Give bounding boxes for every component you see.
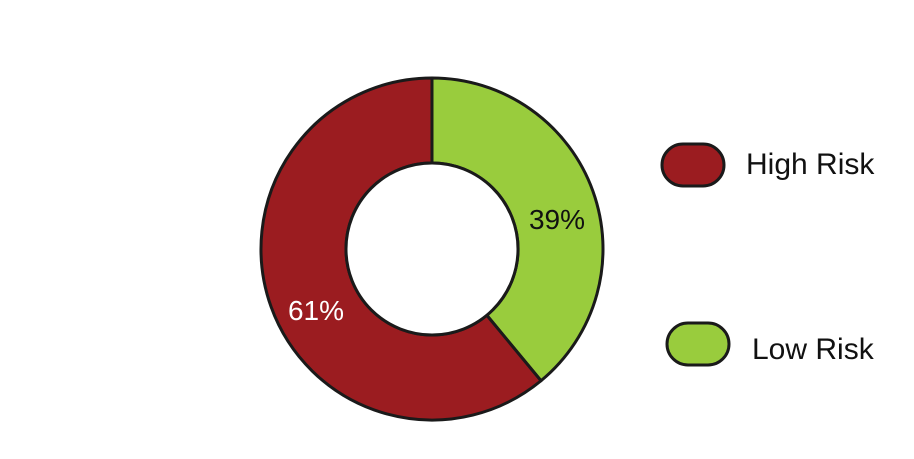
data-labels: 39% 61% bbox=[288, 204, 585, 326]
legend-label-high-risk: High Risk bbox=[746, 148, 875, 181]
legend-swatch-low-risk bbox=[665, 321, 731, 367]
donut-hole bbox=[344, 161, 520, 337]
data-label-high-risk: 61% bbox=[288, 295, 344, 326]
legend-item-low-risk: Low Risk bbox=[665, 321, 875, 367]
legend-swatch-high-risk bbox=[660, 142, 726, 188]
legend-label-low-risk: Low Risk bbox=[752, 333, 875, 366]
legend-item-high-risk: High Risk bbox=[660, 142, 875, 188]
legend: High Risk Low Risk bbox=[660, 142, 875, 367]
data-label-low-risk: 39% bbox=[529, 204, 585, 235]
